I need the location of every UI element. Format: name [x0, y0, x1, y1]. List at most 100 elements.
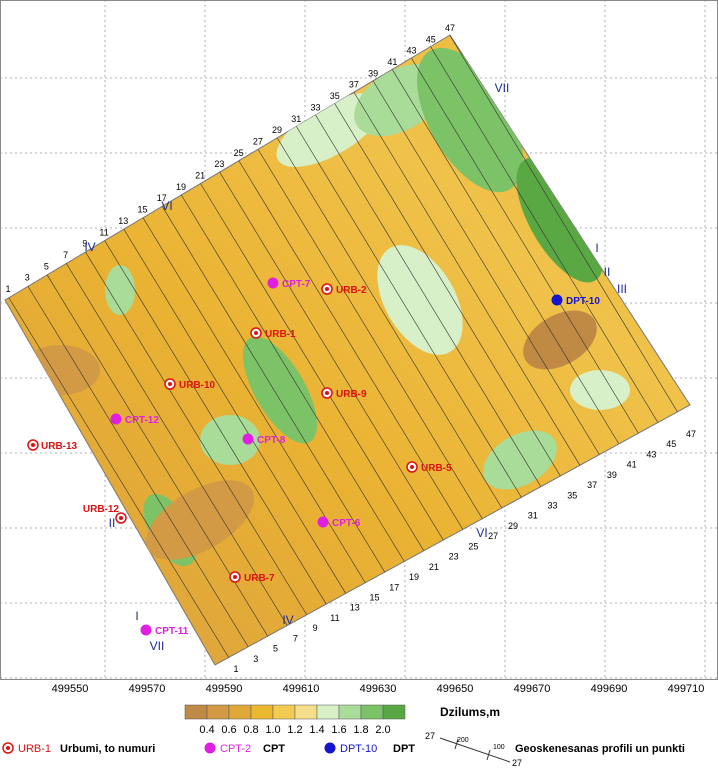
profile-number: 13 — [118, 216, 128, 226]
colorbar-swatch — [206, 704, 230, 720]
profile-line — [420, 35, 676, 452]
x-axis-label: 499590 — [206, 683, 243, 695]
profile-roman: VI — [476, 526, 487, 540]
profile-line — [439, 35, 690, 442]
colorbar-tick: 0.4 — [199, 724, 214, 736]
x-axis-label: 499650 — [437, 683, 474, 695]
legend-text: DPT — [393, 743, 415, 755]
x-axis-label: 499670 — [514, 683, 551, 695]
profile-number: 27 — [488, 531, 498, 541]
legend-symbol-label: URB-1 — [18, 743, 51, 755]
dpt-marker — [551, 294, 563, 306]
profile-roman: VI — [161, 199, 172, 213]
legend-symbol-label: DPT-10 — [340, 743, 377, 755]
cpt-marker — [242, 433, 254, 445]
x-axis-label: 499630 — [360, 683, 397, 695]
x-axis-label: 499610 — [283, 683, 320, 695]
profile-line — [209, 155, 458, 564]
legend-text: Geoskenesanas profili un punkti — [515, 743, 685, 755]
point-label: CPT-8 — [257, 435, 286, 446]
colorbar-tick: 2.0 — [375, 724, 390, 736]
point-label: URB-9 — [336, 389, 367, 400]
legend-text: Urbumi, to numuri — [60, 743, 155, 755]
profile-line — [55, 245, 300, 646]
legend-text: CPT — [263, 743, 285, 755]
profile-roman: VII — [150, 639, 165, 653]
profile-number: 47 — [445, 23, 455, 33]
urb-marker-dot — [6, 746, 10, 750]
profile-line — [189, 166, 439, 574]
dpt-marker — [324, 742, 336, 754]
profile-number: 23 — [449, 552, 459, 562]
point-label: URB-12 — [83, 504, 120, 515]
colorbar-tick: 0.6 — [221, 724, 236, 736]
point-label: CPT-6 — [332, 518, 361, 529]
cpt-marker — [140, 624, 152, 636]
profile-line — [247, 132, 498, 544]
profile-number: 45 — [426, 34, 436, 44]
depth-patches — [20, 47, 630, 567]
profile-roman: II — [604, 265, 611, 279]
profile-number: 25 — [234, 148, 244, 158]
profile-line — [343, 75, 597, 493]
profile-line — [151, 189, 399, 595]
profile-number: 35 — [330, 91, 340, 101]
profile-number: 21 — [195, 171, 205, 181]
profile-roman: I — [595, 241, 598, 255]
point-label: URB-5 — [421, 463, 452, 474]
profile-line — [401, 41, 656, 462]
profile-number: 31 — [291, 114, 301, 124]
profile-number: 19 — [409, 572, 419, 582]
point-label: URB-13 — [41, 441, 78, 452]
colorbar-tick: 1.6 — [331, 724, 346, 736]
legend-profile-number: 27 — [425, 731, 435, 741]
profile-number: 11 — [99, 227, 108, 237]
profile-roman: III — [617, 282, 627, 296]
legend-profile-number: 200 — [457, 737, 469, 744]
profile-number: 37 — [587, 480, 597, 490]
profile-number: 5 — [273, 644, 278, 654]
profile-number: 35 — [567, 490, 577, 500]
profile-number: 39 — [607, 470, 617, 480]
colorbar-tick: 1.0 — [265, 724, 280, 736]
profile-line — [286, 109, 537, 523]
point-label: CPT-11 — [155, 626, 189, 637]
profile-number: 3 — [25, 273, 30, 283]
profile-number: 31 — [528, 511, 538, 521]
colorbar-swatch — [338, 704, 362, 720]
profile-number: 29 — [508, 521, 518, 531]
profile-number: 17 — [157, 193, 167, 203]
x-axis-label: 499690 — [591, 683, 628, 695]
profile-number: 47 — [686, 429, 696, 439]
profile-number: 1 — [5, 284, 10, 294]
profile-roman: IV — [84, 240, 95, 254]
colorbar-swatch — [382, 704, 406, 720]
profile-number: 33 — [548, 501, 558, 511]
x-axis-label: 499710 — [668, 683, 705, 695]
colorbar-swatch — [272, 704, 296, 720]
profile-roman: I — [135, 609, 138, 623]
profile-number: 15 — [138, 205, 148, 215]
profile-number: 39 — [368, 68, 378, 78]
profile-roman: VII — [495, 81, 510, 95]
profile-number: 11 — [330, 613, 339, 623]
urb-marker-dot — [31, 443, 35, 447]
profile-number: 7 — [293, 633, 298, 643]
profile-number: 43 — [646, 449, 656, 459]
profile-number: 9 — [82, 239, 87, 249]
urb-marker-dot — [168, 382, 172, 386]
urb-marker-dot — [119, 516, 123, 520]
colorbar-tick: 0.8 — [243, 724, 258, 736]
profile-line — [170, 177, 419, 585]
colorbar-tick: 1.2 — [287, 724, 302, 736]
profile-number: 25 — [468, 541, 478, 551]
profile-line — [228, 143, 478, 554]
colorbar-swatch — [184, 704, 208, 720]
profile-number: 15 — [369, 592, 379, 602]
profile-line — [74, 234, 320, 636]
profile-number: 29 — [272, 125, 282, 135]
cpt-marker — [204, 742, 216, 754]
profile-line — [305, 98, 557, 513]
legend-profile-line — [439, 737, 511, 763]
